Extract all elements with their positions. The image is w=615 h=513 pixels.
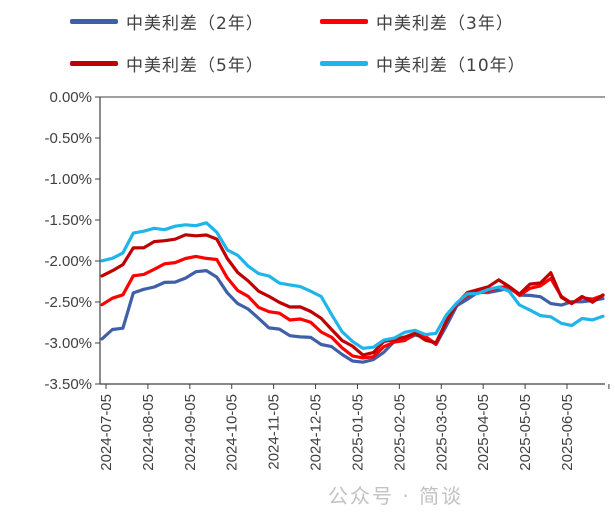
legend-label-2y: 中美利差（2年） [126, 13, 264, 34]
legend: 中美利差（2年） 中美利差（3年） 中美利差（5年） 中美利差（10年） [70, 4, 610, 80]
y-tick-label: -3.00% [44, 335, 92, 352]
x-tick-label: 2024-07-05 [98, 394, 115, 471]
x-tick-label: 2024-09-05 [182, 394, 199, 471]
y-tick-label: -0.50% [44, 130, 92, 147]
x-tick-label: 2024-08-05 [140, 394, 157, 471]
tick-label-layer: 0.00% -0.50% -1.00% -1.50% -2.00% -2.50% -3.00… [44, 89, 576, 471]
x-tick-label: 2024-11-05 [266, 394, 283, 470]
series-line-5y [100, 233, 605, 357]
x-tick-label: 2025-02-05 [391, 394, 408, 471]
series-layer [100, 221, 605, 364]
x-tick-label: 2024-10-05 [224, 394, 241, 471]
y-tick-label: -1.50% [44, 212, 92, 229]
legend-label-10y: 中美利差（10年） [376, 55, 526, 76]
y-tick-label: 0.00% [49, 89, 92, 106]
legend-swatch-2y [70, 18, 118, 24]
x-tick-label: 2025-05-05 [517, 394, 534, 471]
watermark: 公众号 · 简谈 [328, 484, 464, 508]
legend-item-10y: 中美利差（10年） [320, 52, 526, 76]
x-tick-label: 2024-12-05 [308, 394, 325, 471]
axis-layer [95, 96, 610, 389]
legend-item-2y: 中美利差（2年） [70, 10, 264, 34]
legend-swatch-3y [320, 18, 368, 24]
legend-label-5y: 中美利差（5年） [126, 55, 264, 76]
y-tick-label: -1.00% [44, 171, 92, 188]
series-line-10y [100, 221, 605, 350]
x-tick-label: 2025-01-05 [349, 394, 366, 471]
legend-item-5y: 中美利差（5年） [70, 52, 264, 76]
legend-item-3y: 中美利差（3年） [320, 10, 514, 34]
x-tick-label: 2025-03-05 [433, 394, 450, 471]
x-tick-label: 2025-04-05 [475, 394, 492, 471]
legend-swatch-10y [320, 60, 368, 66]
y-tick-label: -2.50% [44, 294, 92, 311]
y-tick-label: -2.00% [44, 253, 92, 270]
legend-swatch-5y [70, 60, 118, 66]
y-tick-label: -3.50% [44, 376, 92, 393]
x-tick-label: 2025-06-05 [559, 394, 576, 471]
legend-label-3y: 中美利差（3年） [376, 13, 514, 34]
